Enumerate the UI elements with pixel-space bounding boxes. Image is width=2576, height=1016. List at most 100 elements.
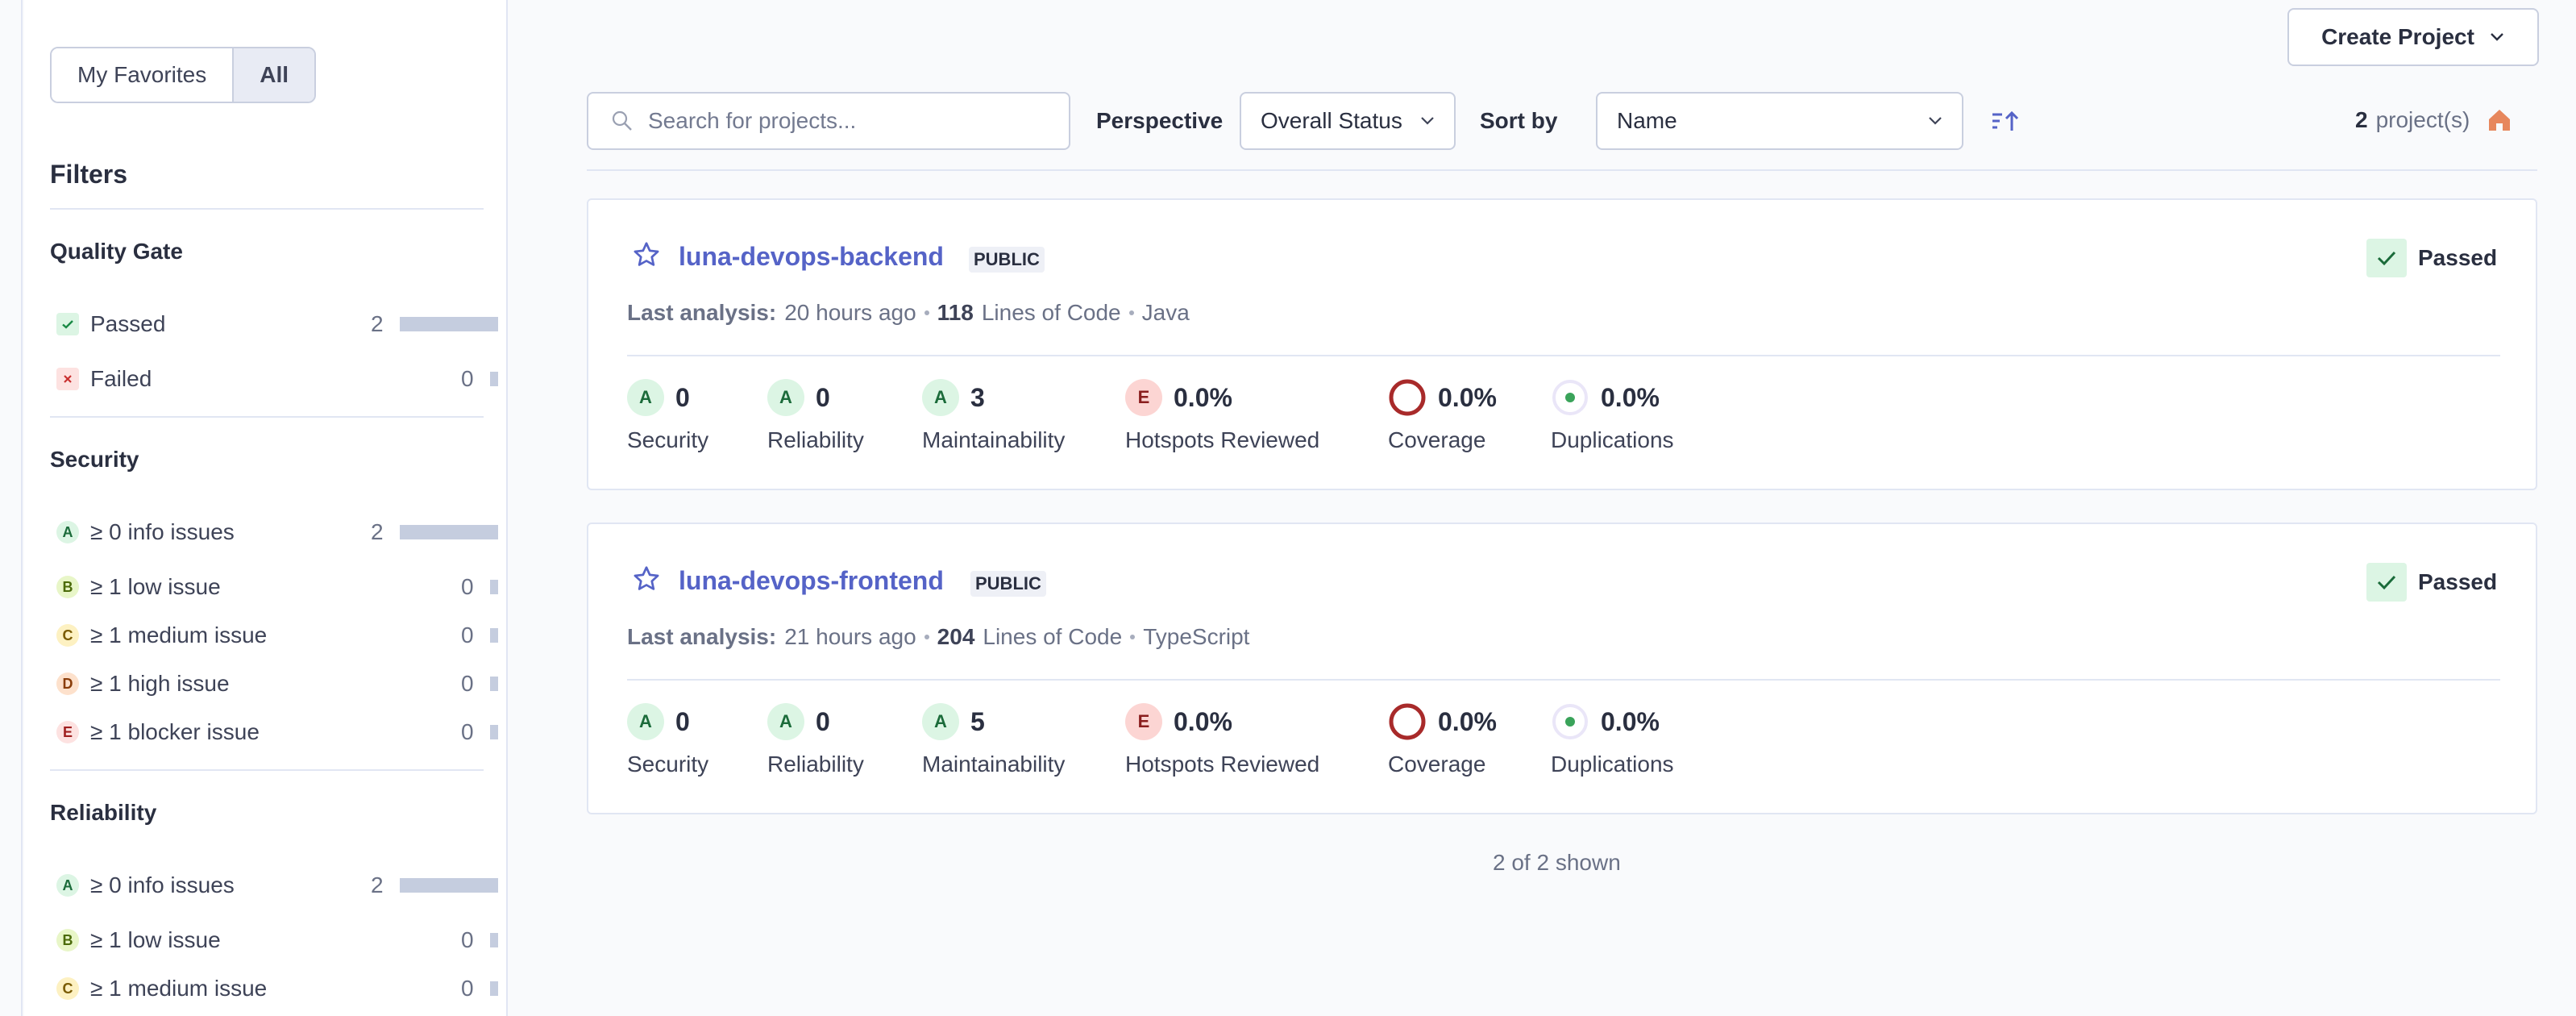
project-count-suffix: project(s) [2375, 107, 2470, 132]
metric-hotspots[interactable]: E 0.0% Hotspots Reviewed [1125, 376, 1319, 453]
star-icon[interactable] [632, 240, 661, 269]
facet-item-security-c[interactable]: C ≥ 1 medium issue 0 [56, 619, 498, 652]
metric-label: Coverage [1388, 752, 1486, 777]
create-project-button[interactable]: Create Project [2287, 8, 2539, 66]
facet-bar [400, 525, 498, 539]
facet-label: ≥ 1 low issue [90, 927, 221, 952]
star-icon[interactable] [632, 564, 661, 593]
facet-count: 2 [371, 519, 384, 544]
project-card: luna-devops-backend PUBLIC Passed Last a… [587, 198, 2537, 490]
facet-title-quality-gate: Quality Gate [50, 239, 183, 264]
metric-coverage[interactable]: 0.0% Coverage [1388, 376, 1497, 453]
coverage-ring-icon [1389, 379, 1426, 416]
check-icon [2366, 563, 2407, 602]
facet-item-reliability-a[interactable]: A ≥ 0 info issues 2 [56, 869, 498, 901]
language: TypeScript [1143, 624, 1250, 649]
facet-count: 0 [461, 719, 474, 744]
facet-bar [490, 725, 498, 739]
facet-label: Passed [90, 311, 166, 336]
sort-value: Name [1617, 108, 1677, 133]
status-label: Passed [2418, 569, 2498, 594]
search-input[interactable] [648, 108, 1035, 134]
metric-label: Security [627, 752, 709, 777]
search-box[interactable] [587, 92, 1070, 150]
facet-label: ≥ 1 blocker issue [90, 719, 260, 744]
divider [50, 769, 484, 771]
quality-gate-status: Passed [2366, 563, 2497, 602]
rating-c-icon: C [56, 624, 79, 647]
chevron-down-icon [1929, 117, 1942, 125]
facet-bar [490, 677, 498, 691]
language: Java [1141, 300, 1190, 325]
facet-label: Failed [90, 366, 152, 391]
perspective-value: Overall Status [1261, 108, 1402, 133]
check-icon [2366, 239, 2407, 277]
project-meta: Last analysis: 21 hours ago 204 Lines of… [627, 624, 1249, 650]
facet-item-failed[interactable]: Failed 0 [56, 363, 498, 395]
metric-label: Security [627, 427, 709, 452]
metric-label: Duplications [1551, 427, 1674, 452]
facet-item-security-e[interactable]: E ≥ 1 blocker issue 0 [56, 716, 498, 748]
divider [627, 679, 2500, 681]
metric-duplications[interactable]: 0.0% Duplications [1551, 700, 1674, 777]
facet-bar [490, 372, 498, 386]
metric-label: Maintainability [922, 752, 1066, 777]
facet-item-reliability-b[interactable]: B ≥ 1 low issue 0 [56, 924, 498, 956]
last-analysis-value: 21 hours ago [784, 624, 916, 649]
facet-label: ≥ 1 medium issue [90, 623, 268, 647]
sort-direction-icon[interactable] [1989, 108, 2021, 134]
metric-coverage[interactable]: 0.0% Coverage [1388, 700, 1497, 777]
metric-duplications[interactable]: 0.0% Duplications [1551, 376, 1674, 453]
metric-hotspots[interactable]: E 0.0% Hotspots Reviewed [1125, 700, 1319, 777]
metric-value: 0.0% [1174, 706, 1232, 736]
facet-bar [490, 933, 498, 947]
status-label: Passed [2418, 245, 2498, 270]
project-card: luna-devops-frontend PUBLIC Passed Last … [587, 523, 2537, 814]
facet-item-security-a[interactable]: A ≥ 0 info issues 2 [56, 516, 498, 548]
left-gutter [0, 0, 23, 1016]
project-name-link[interactable]: luna-devops-backend [679, 242, 944, 271]
rating-a-icon: A [922, 703, 959, 740]
filters-title: Filters [50, 160, 128, 189]
metric-label: Duplications [1551, 752, 1674, 777]
project-meta: Last analysis: 20 hours ago 118 Lines of… [627, 300, 1190, 326]
metric-value: 0.0% [1601, 382, 1660, 412]
shown-count: 2 of 2 shown [1493, 850, 1621, 875]
home-icon[interactable] [2486, 106, 2513, 134]
project-name-link[interactable]: luna-devops-frontend [679, 566, 944, 595]
divider [50, 416, 484, 418]
chevron-down-icon [2491, 33, 2503, 41]
my-favorites-button[interactable]: My Favorites [52, 48, 233, 102]
facet-bar [400, 878, 498, 893]
facet-bar [490, 981, 498, 996]
facet-item-passed[interactable]: Passed 2 [56, 308, 498, 340]
separator-dot [1130, 635, 1136, 639]
facet-item-reliability-c[interactable]: C ≥ 1 medium issue 0 [56, 972, 498, 1005]
rating-d-icon: D [56, 672, 79, 695]
divider [627, 355, 2500, 356]
metric-label: Reliability [767, 752, 864, 777]
all-button[interactable]: All [232, 48, 315, 102]
metric-label: Hotspots Reviewed [1125, 752, 1320, 777]
facet-item-security-d[interactable]: D ≥ 1 high issue 0 [56, 668, 498, 700]
perspective-select[interactable]: Overall Status [1240, 92, 1456, 150]
facet-item-security-b[interactable]: B ≥ 1 low issue 0 [56, 571, 498, 603]
metric-value: 0 [816, 382, 830, 412]
metric-label: Coverage [1388, 427, 1486, 452]
facet-count: 0 [461, 366, 474, 391]
perspective-label: Perspective [1096, 108, 1224, 133]
metric-value: 3 [970, 382, 985, 412]
quality-gate-status: Passed [2366, 239, 2497, 277]
sort-select[interactable]: Name [1596, 92, 1963, 150]
filters-sidebar: My Favorites All Filters Quality Gate Pa… [24, 0, 508, 1016]
facet-label: ≥ 1 low issue [90, 574, 221, 599]
facet-count: 0 [461, 976, 474, 1001]
metric-value: 0.0% [1174, 382, 1232, 412]
loc-label: Lines of Code [983, 624, 1123, 649]
